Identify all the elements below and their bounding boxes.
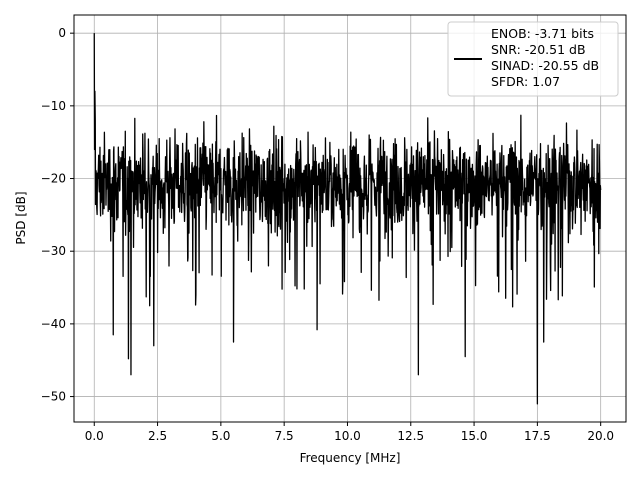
y-tick-label: −20 — [41, 172, 66, 186]
x-axis-title: Frequency [MHz] — [300, 451, 401, 465]
x-tick-label: 10.0 — [334, 429, 361, 443]
plot-frame — [73, 14, 627, 423]
psd-series-line — [93, 33, 602, 405]
x-tick-label: 12.5 — [397, 429, 424, 443]
psd-trace — [93, 33, 602, 405]
legend-entry-sinad: SINAD: -20.55 dB — [491, 58, 599, 73]
y-tick-label: −10 — [41, 99, 66, 113]
y-tick-label: −50 — [41, 390, 66, 404]
x-tick-label: 2.5 — [148, 429, 167, 443]
x-tick-label: 17.5 — [524, 429, 551, 443]
y-axis-title: PSD [dB] — [14, 191, 28, 244]
legend: ENOB: -3.71 bits SNR: -20.51 dB SINAD: -… — [447, 21, 619, 97]
x-tick-label: 15.0 — [461, 429, 488, 443]
y-tick-label: −30 — [41, 244, 66, 258]
legend-entry-enob: ENOB: -3.71 bits — [491, 26, 594, 41]
x-tick-label: 0.0 — [85, 429, 104, 443]
x-tick-label: 7.5 — [275, 429, 294, 443]
legend-entry-snr: SNR: -20.51 dB — [491, 42, 586, 57]
x-axis-ticks: 0.0 2.5 5.0 7.5 10.0 12.5 15.0 17.5 20.0 — [85, 422, 614, 443]
x-tick-label: 5.0 — [211, 429, 230, 443]
y-tick-label: 0 — [58, 26, 66, 40]
legend-entry-sfdr: SFDR: 1.07 — [491, 74, 560, 89]
y-tick-label: −40 — [41, 317, 66, 331]
legend-box — [447, 21, 619, 97]
y-axis-ticks: 0 −10 −20 −30 −40 −50 — [41, 26, 74, 404]
x-tick-label: 20.0 — [587, 429, 614, 443]
